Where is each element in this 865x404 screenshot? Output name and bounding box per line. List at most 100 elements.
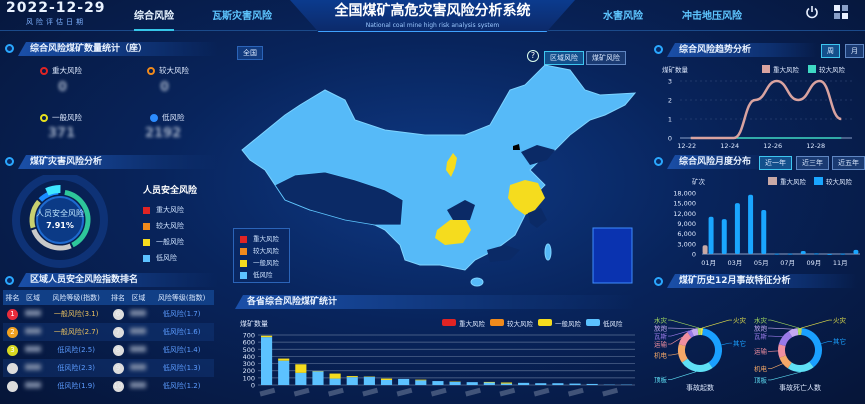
help-icon[interactable]: ?: [527, 50, 539, 62]
south-china-sea-inset: [592, 227, 633, 284]
assessment-date-label: 风险评估日期: [26, 18, 86, 26]
nav-tab-comprehensive[interactable]: 综合风险: [134, 7, 174, 31]
disaster-section-title: 煤矿灾害风险分析: [18, 155, 218, 169]
y-axis-label: 矿次: [692, 177, 706, 186]
ranking-section-title: 区域人员安全风险指数排名: [18, 273, 218, 287]
map-region-zhejiang: [528, 208, 547, 228]
last-3-years-button[interactable]: 近三年: [796, 156, 829, 170]
accident-donut-charts: 火灾其它水灾放炮瓦斯运输机电顶板事故起数火灾其它水灾放炮瓦斯运输机电顶板事故死亡…: [654, 315, 847, 392]
leader-line: [668, 327, 695, 330]
bar-segment: [261, 335, 273, 338]
china-risk-map[interactable]: [225, 60, 645, 295]
general-risk-dot-icon: [40, 114, 48, 122]
breadcrumb-national[interactable]: 全国: [237, 46, 263, 60]
legend-item-large: 较大风险: [143, 218, 184, 234]
col-region: 区域: [127, 290, 150, 305]
nav-tab-rockburst[interactable]: 冲击地压风险: [682, 11, 742, 22]
slice-label: 放炮: [754, 323, 768, 332]
bar-segment: [363, 376, 375, 385]
y-tick-label: 12,000: [673, 210, 696, 218]
nav-tab-gas[interactable]: 瓦斯灾害风险: [212, 11, 272, 22]
large-swatch-icon: [143, 222, 150, 230]
donut-slice: [691, 328, 699, 337]
trend-section-title: 综合风险趋势分析: [667, 43, 817, 57]
leader-line: [768, 319, 800, 329]
bar-segment: [449, 381, 461, 385]
risk-level: 低风险(2.5): [57, 346, 95, 354]
week-button[interactable]: 周: [821, 44, 840, 58]
map-legend-major: 重大风险: [240, 233, 289, 245]
region-name: [130, 364, 147, 370]
x-tick-label-blurred: [465, 387, 481, 397]
power-icon[interactable]: [805, 5, 819, 19]
leader-line: [701, 319, 732, 329]
section-icon: [654, 45, 663, 54]
mine-risk-button[interactable]: 煤矿风险: [586, 51, 626, 65]
bar-large: [721, 219, 727, 254]
region-name: [24, 346, 41, 352]
month-button[interactable]: 月: [845, 44, 864, 58]
x-tick-label-blurred: [567, 387, 584, 397]
donut-slice: [788, 328, 799, 338]
y-tick-label: 2: [668, 97, 672, 105]
x-tick-label-blurred: [430, 387, 447, 397]
bar-large: [708, 216, 714, 254]
slice-label: 水灾: [754, 315, 768, 324]
bar-large: [853, 249, 859, 254]
low-risk-dot-icon: [150, 114, 158, 122]
x-tick-label: 12-24: [720, 142, 739, 150]
y-tick-label: 18,000: [673, 190, 696, 198]
grid-icon[interactable]: [834, 5, 848, 19]
last-5-years-button[interactable]: 近五年: [832, 156, 865, 170]
legend-label: 重大风险: [780, 177, 807, 186]
rank-badge: 5: [7, 380, 19, 392]
leader-line: [768, 335, 783, 338]
bar-segment: [295, 372, 307, 385]
nav-tab-water[interactable]: 水害风险: [603, 11, 643, 22]
map-region-tibet: [274, 171, 404, 226]
y-tick-label: 0: [251, 382, 255, 390]
bar-segment: [500, 383, 513, 385]
donut-center-value: 7.91%: [46, 221, 74, 230]
table-row: 3 低风险(2.5) 8 低风险(1.4): [3, 341, 214, 359]
slice-label: 瓦斯: [754, 331, 768, 340]
map-legend-low: 低风险: [240, 269, 289, 281]
leader-line: [768, 363, 783, 369]
bar-segment: [380, 378, 393, 380]
slice-label: 顶板: [654, 375, 668, 384]
slice-label: 机电: [754, 364, 768, 373]
section-icon: [654, 277, 663, 286]
table-row: 4 低风险(2.3) 9 低风险(1.3): [3, 359, 214, 377]
general-swatch-icon: [143, 238, 150, 246]
leader-line: [801, 319, 832, 329]
x-tick-label: 05月: [754, 259, 769, 267]
bar-large: [774, 253, 780, 255]
donut-center-label: 人员安全风险: [36, 209, 84, 218]
x-tick-label-blurred: [259, 387, 276, 397]
monthly-bar-chart: 矿次 重大风险 较大风险 0 3,000 6,000 9,000 12,000 15,000 18…: [673, 177, 860, 267]
risk-level: 低风险(1.3): [149, 359, 214, 377]
risk-level: 低风险(2.3): [43, 359, 109, 377]
rank-badge: 9: [112, 362, 124, 374]
slice-label: 其它: [833, 337, 846, 346]
stat-major: 重大风险: [40, 65, 82, 76]
major-risk-dot-icon: [40, 67, 48, 75]
legend-swatch: [762, 65, 770, 73]
map-region-beijing: [513, 144, 520, 150]
x-tick-label: 07月: [780, 259, 795, 267]
y-tick-label: 0: [692, 251, 696, 259]
legend-label: 较大风险: [507, 319, 534, 328]
last-year-button[interactable]: 近一年: [759, 156, 792, 170]
bar-segment: [295, 364, 307, 373]
donut-slice: [700, 328, 704, 336]
donut-slice: [801, 328, 822, 368]
x-tick-label-blurred: [396, 387, 413, 397]
bar-segment: [432, 381, 444, 385]
page-title: 全国煤矿高危灾害风险分析系统: [334, 3, 531, 19]
legend-label: 低风险: [603, 319, 623, 328]
leader-line: [721, 342, 732, 346]
region-risk-button[interactable]: 区域风险: [544, 51, 584, 65]
donut-slice: [778, 344, 786, 358]
legend-label: 较大风险: [826, 177, 853, 186]
